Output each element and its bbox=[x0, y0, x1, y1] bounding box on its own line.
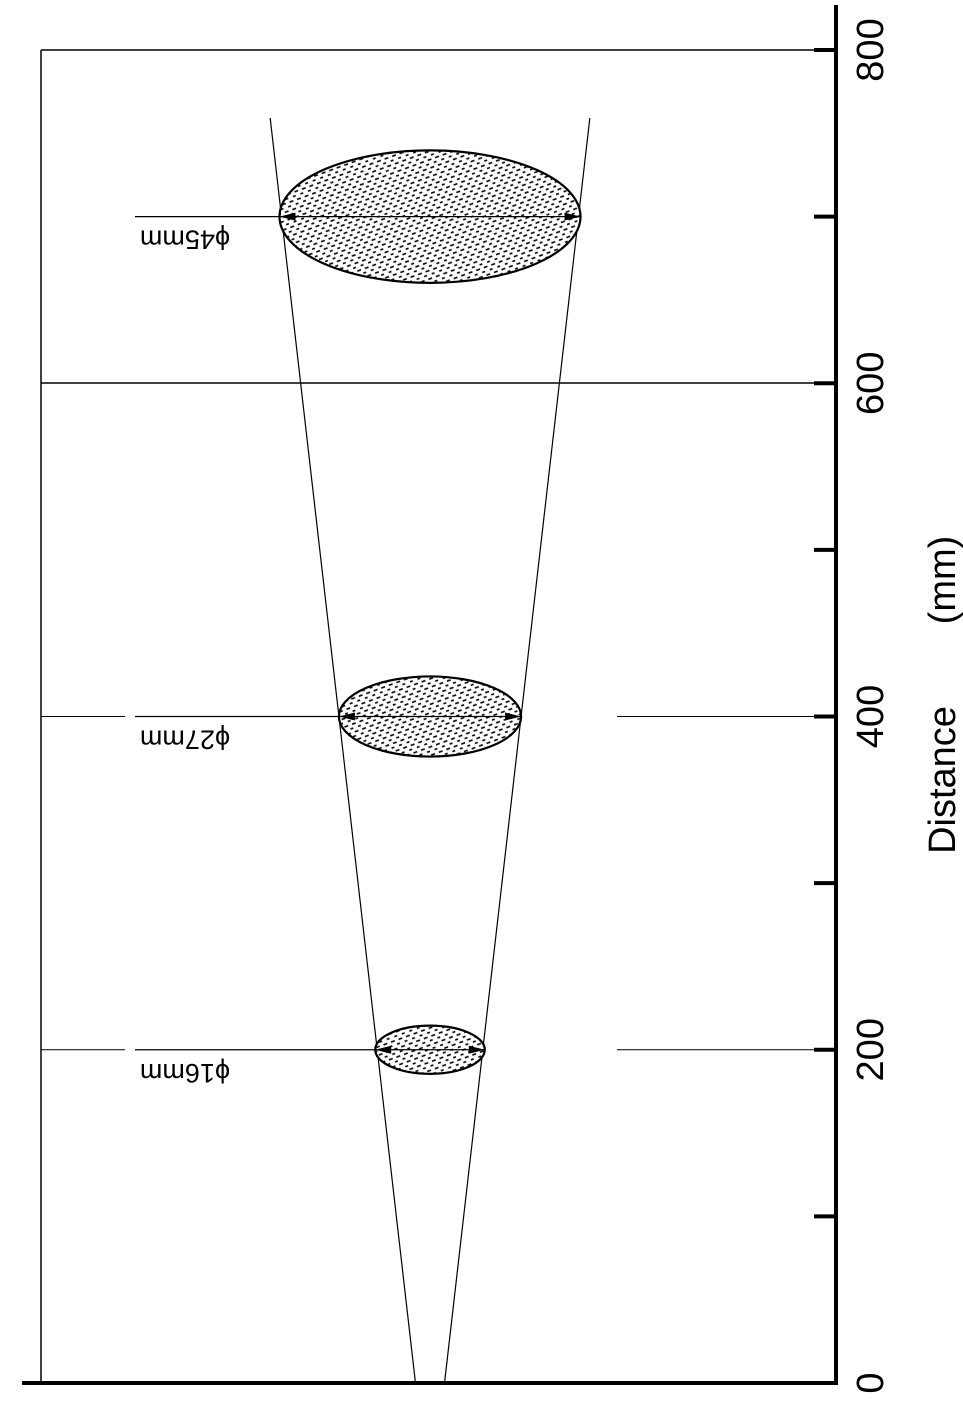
axis-tick-label-group: 800 bbox=[850, 18, 892, 81]
axis-tick-label: 200 bbox=[850, 1018, 892, 1081]
beam-spot: ϕ45mm bbox=[135, 149, 582, 284]
dimension-arrow-right bbox=[564, 212, 581, 221]
axis-tick-label-group: 0 bbox=[850, 1372, 892, 1393]
beam-spot-label: ϕ16mm bbox=[140, 1058, 230, 1088]
axis-title: Distance bbox=[922, 706, 963, 854]
beam-cone-right-edge bbox=[443, 117, 591, 1384]
beam-spot-label: ϕ27mm bbox=[140, 725, 230, 755]
beam-spot-label-group: ϕ16mm bbox=[140, 1058, 230, 1088]
axis-tick-label: 400 bbox=[850, 685, 892, 748]
axis-tick-label-group: 600 bbox=[850, 352, 892, 415]
axis-tick-labels: 0 200 400 600 800 bbox=[850, 18, 892, 1393]
dimension-arrow-left bbox=[279, 212, 296, 221]
axis-tick-label-group: 400 bbox=[850, 685, 892, 748]
beam-spot-label-group: ϕ27mm bbox=[140, 725, 230, 755]
dimension-arrow-left bbox=[338, 712, 355, 721]
beam-spot-label-group: ϕ45mm bbox=[140, 225, 230, 255]
axis-unit: (mm) bbox=[922, 536, 963, 625]
beam-cone-left-edge bbox=[269, 117, 417, 1384]
dimension-arrow-right bbox=[505, 712, 522, 721]
beam-spot: ϕ16mm bbox=[41, 1024, 836, 1088]
beam-cone bbox=[269, 117, 591, 1384]
beam-spot-label: ϕ45mm bbox=[140, 225, 230, 255]
beam-spots: ϕ16mm ϕ27mm ϕ45mm bbox=[41, 149, 836, 1088]
axis-tick-label-group: 200 bbox=[850, 1018, 892, 1081]
axis-tick-label: 800 bbox=[850, 18, 892, 81]
beam-spot: ϕ27mm bbox=[41, 675, 836, 758]
dimension-arrow-left bbox=[375, 1045, 392, 1054]
axis-ticks bbox=[814, 48, 836, 1219]
dimension-arrow-right bbox=[468, 1045, 485, 1054]
axis-tick-label: 600 bbox=[850, 352, 892, 415]
axis-tick-label: 0 bbox=[850, 1372, 892, 1393]
